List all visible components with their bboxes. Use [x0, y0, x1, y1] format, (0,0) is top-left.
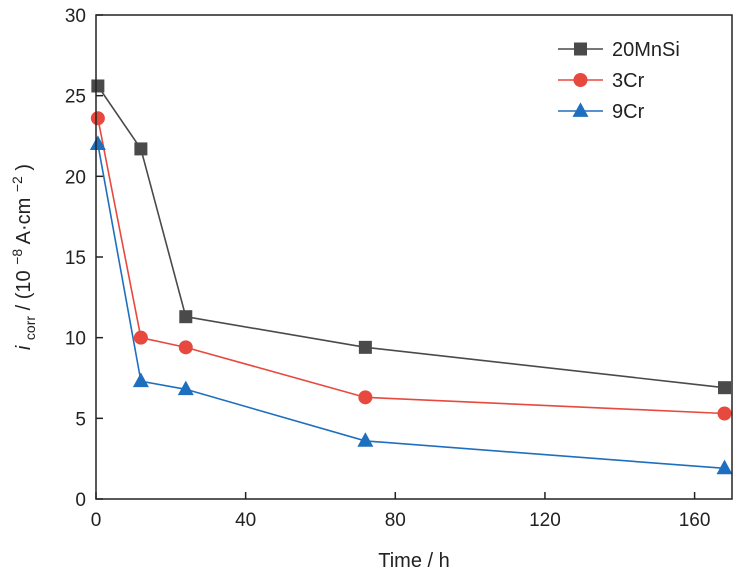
y-axis-title: i corr / (10 −8 A·cm −2 ) [5, 164, 40, 350]
x-tick-label: 40 [235, 510, 256, 531]
series-line [97, 118, 725, 415]
series-3Cr [90, 111, 732, 421]
data-point [132, 372, 149, 388]
y-tick-label: 10 [65, 329, 86, 350]
x-tick-label: 120 [529, 510, 561, 531]
series-line [97, 85, 725, 389]
y-tick-label: 5 [75, 409, 86, 430]
y-axis-title-exp1: −8 [9, 249, 25, 265]
plot-frame [95, 14, 733, 500]
data-point [91, 79, 105, 93]
data-point [717, 406, 732, 421]
data-point [357, 432, 374, 447]
data-point [358, 340, 372, 354]
y-tick-label: 25 [65, 87, 86, 108]
legend-label: 9Cr [612, 101, 645, 123]
data-point [90, 111, 105, 126]
y-axis-title-exp2: −2 [9, 176, 25, 192]
y-tick-label: 20 [65, 167, 86, 188]
legend: 20MnSi 3Cr 9Cr [558, 39, 680, 123]
data-point [358, 390, 373, 405]
x-tick-label: 160 [679, 510, 711, 531]
legend-item: 3Cr [558, 70, 645, 92]
y-axis-ticks: 0 5 10 15 20 25 30 [65, 6, 103, 511]
y-axis-title-sub: corr [22, 316, 38, 340]
series-9Cr [89, 135, 733, 475]
y-axis-title-pre: / (10 [13, 270, 35, 310]
x-tick-label: 80 [385, 510, 406, 531]
series-line [97, 143, 725, 470]
y-axis-title-mid: A·cm [13, 198, 35, 245]
data-point [134, 142, 148, 156]
legend-label: 20MnSi [612, 39, 680, 61]
x-axis-ticks: 0 40 80 120 160 [91, 492, 711, 531]
data-point [716, 459, 733, 475]
legend-marker [572, 102, 589, 117]
series-layer [89, 79, 733, 475]
y-axis-title-main: i [13, 345, 35, 350]
series-20MnSi [91, 79, 732, 395]
data-point [89, 135, 106, 150]
legend-label: 3Cr [612, 70, 645, 92]
y-axis-title-post: ) [13, 164, 35, 171]
legend-item: 20MnSi [558, 39, 680, 61]
data-point [177, 380, 194, 396]
y-tick-label: 30 [65, 6, 86, 27]
x-axis-title: Time / h [378, 550, 450, 572]
legend-marker [574, 42, 587, 56]
data-point [179, 310, 193, 324]
y-tick-label: 0 [75, 490, 86, 511]
y-tick-label: 15 [65, 248, 86, 269]
legend-marker [573, 73, 588, 87]
data-point [718, 381, 732, 395]
data-point [178, 340, 193, 355]
data-point [133, 330, 148, 345]
legend-item: 9Cr [558, 101, 645, 123]
x-tick-label: 0 [91, 510, 102, 531]
